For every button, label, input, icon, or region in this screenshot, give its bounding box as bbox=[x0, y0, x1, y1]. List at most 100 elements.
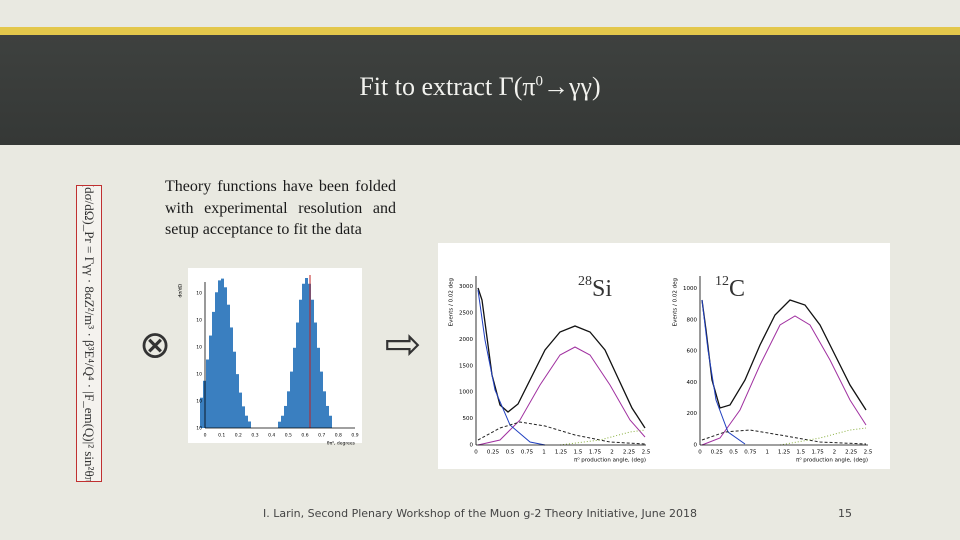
header-band bbox=[0, 35, 960, 145]
x-tick-label: 0 bbox=[474, 450, 478, 456]
x-tick-label: 0.75 bbox=[521, 450, 534, 456]
histogram-bar bbox=[326, 405, 329, 428]
y-tick-label: 10 bbox=[196, 371, 202, 377]
x-tick-label: 2.5 bbox=[864, 450, 873, 456]
body-text: Theory functions have been folded with e… bbox=[165, 178, 396, 238]
histogram-bar bbox=[215, 292, 218, 428]
histogram-bar bbox=[239, 392, 242, 428]
nuclear-curve bbox=[477, 289, 546, 446]
y-tick-label: 400 bbox=[687, 380, 698, 386]
y-tick-label: 1000 bbox=[683, 286, 697, 292]
histogram-bar bbox=[200, 397, 203, 428]
data-curve bbox=[477, 287, 646, 429]
histogram-bar bbox=[236, 374, 239, 428]
histogram-bar bbox=[221, 278, 224, 428]
y-tick-label: 10 bbox=[196, 344, 202, 350]
x-tick-label: 0.8 bbox=[335, 433, 342, 439]
histogram-bar bbox=[245, 415, 248, 428]
accent-stripe bbox=[0, 27, 960, 35]
x-tick-label: 0 bbox=[698, 450, 702, 456]
x-tick-label: 0.1 bbox=[218, 433, 225, 439]
x-tick-label: 0.25 bbox=[711, 450, 724, 456]
histogram-bar bbox=[329, 415, 332, 428]
histogram-bar bbox=[218, 280, 221, 428]
histogram-bar bbox=[203, 380, 206, 428]
y-tick-label: 10 bbox=[196, 317, 202, 323]
histogram-bar bbox=[305, 278, 308, 428]
coulomb-curve bbox=[477, 346, 646, 446]
x-tick-label: 2.5 bbox=[642, 450, 651, 456]
coulomb-curve bbox=[701, 315, 867, 446]
x-tick-label: 1.75 bbox=[811, 450, 824, 456]
histogram-bar bbox=[311, 299, 314, 428]
plot-panel bbox=[438, 243, 890, 469]
x-axis-label: π⁰ production angle, (deg) bbox=[574, 457, 646, 464]
histogram-bar bbox=[314, 322, 317, 428]
x-tick-label: 1.5 bbox=[796, 450, 805, 456]
title-text: →γγ) bbox=[543, 72, 601, 101]
y-tick-label: 500 bbox=[463, 416, 474, 422]
histogram-bar bbox=[230, 327, 233, 428]
histogram-bar bbox=[299, 299, 302, 428]
histogram-bar bbox=[209, 335, 212, 428]
interference-curve bbox=[477, 421, 646, 445]
x-tick-label: 0.9 bbox=[351, 433, 358, 439]
x-tick-label: 2 bbox=[610, 450, 614, 456]
x-tick-label: 1.25 bbox=[778, 450, 791, 456]
histogram-bar bbox=[233, 351, 236, 428]
y-tick-label: 2500 bbox=[459, 310, 473, 316]
incoherent-curve bbox=[559, 429, 646, 446]
x-tick-label: 0.5 bbox=[285, 433, 292, 439]
x-tick-label: 0.25 bbox=[487, 450, 500, 456]
histogram-bar bbox=[281, 415, 284, 428]
si-plot: 0 500 1000 1500 2000 2500 3000 0 0.25 0.5 0.75 1 1.2… bbox=[449, 276, 651, 464]
y-tick-label: 3000 bbox=[459, 284, 473, 290]
x-tick-label: 2.25 bbox=[623, 450, 636, 456]
histogram-bar bbox=[320, 371, 323, 428]
x-tick-label: 0.6 bbox=[301, 433, 308, 439]
histogram-bar bbox=[293, 347, 296, 428]
y-tick-label: 10 bbox=[196, 426, 202, 432]
y-axis-label: Events / 0.02 deg bbox=[449, 278, 455, 326]
histogram-bar bbox=[323, 391, 326, 428]
histogram-bar bbox=[242, 406, 245, 428]
y-axis-label: Events / 0.02 deg bbox=[673, 278, 679, 326]
mass-number: 12 bbox=[715, 274, 729, 289]
y-tick-label: 2000 bbox=[459, 337, 473, 343]
x-tick-label: 2.25 bbox=[845, 450, 858, 456]
nucleus-label: 28Si bbox=[578, 274, 612, 301]
convolve-symbol: ⊗ bbox=[139, 323, 171, 367]
x-tick-label: 1 bbox=[765, 450, 769, 456]
histogram-bar bbox=[317, 347, 320, 428]
x-tick-label: 1.75 bbox=[589, 450, 602, 456]
histogram-bar bbox=[206, 359, 209, 428]
histogram-bar bbox=[287, 391, 290, 428]
x-tick-label: 0.7 bbox=[318, 433, 325, 439]
y-tick-label: 10 bbox=[196, 290, 202, 296]
histogram-bar bbox=[212, 311, 215, 428]
y-axis-label: dσ/dΩ bbox=[178, 283, 184, 297]
footer: I. Larin, Second Plenary Workshop of the… bbox=[262, 507, 698, 520]
x-tick-label: 1 bbox=[542, 450, 546, 456]
title-sup: 0 bbox=[535, 73, 544, 90]
x-tick-label: 0.2 bbox=[235, 433, 242, 439]
formula-box: (dσ/dΩ)_Pr = Γγγ · 8αZ²/m³ · β³E⁴/Q⁴ · |… bbox=[76, 185, 102, 482]
histogram-bar bbox=[302, 283, 305, 428]
nucleus-label: 12C bbox=[715, 274, 745, 301]
nuclear-curve bbox=[701, 299, 746, 445]
c-plot: 0 200 400 600 800 1000 0 0.25 0.5 0.75 1 1.25 1.5 1.7… bbox=[673, 276, 873, 464]
x-tick-label: 0.75 bbox=[744, 450, 757, 456]
title-text: Fit to extract Γ(π bbox=[359, 72, 536, 101]
y-tick-label: 0 bbox=[470, 443, 474, 449]
x-tick-label: 0.5 bbox=[729, 450, 738, 456]
y-tick-label: 1000 bbox=[459, 390, 473, 396]
histogram-bar bbox=[227, 304, 230, 428]
x-axis-label: θπ⁰, degrees bbox=[327, 441, 356, 447]
y-tick-label: 800 bbox=[687, 317, 698, 323]
histogram-bar bbox=[290, 371, 293, 428]
y-tick-label: 10 bbox=[196, 398, 202, 404]
x-tick-label: 0.5 bbox=[506, 450, 515, 456]
interference-curve bbox=[701, 429, 867, 445]
